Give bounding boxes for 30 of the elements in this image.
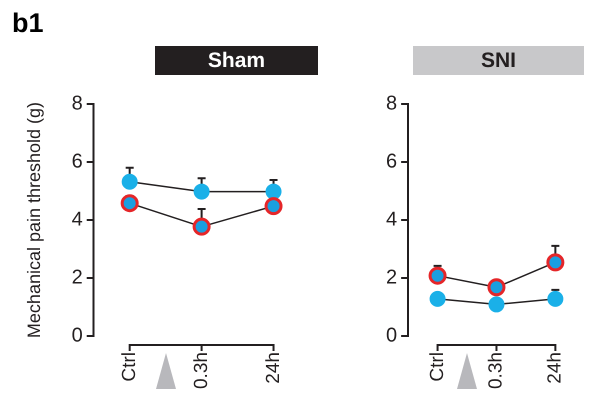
y-tick-label: 8 [386, 92, 398, 115]
y-tick-label: 0 [386, 324, 398, 347]
chart-title: SNI [413, 46, 584, 75]
y-tick-label: 4 [72, 208, 83, 231]
x-tick-label: 24h [544, 352, 566, 384]
y-tick-label: 4 [386, 208, 398, 231]
y-tick-label: 8 [72, 92, 83, 115]
point [192, 218, 211, 236]
point [120, 194, 139, 212]
point [122, 174, 138, 190]
x-tick-label: 0.3h [486, 352, 507, 390]
point [194, 184, 210, 200]
point [546, 253, 564, 272]
y-tick-label: 2 [72, 266, 83, 289]
text: b1 [12, 8, 44, 39]
point [430, 290, 446, 307]
y-tick-label: 6 [72, 150, 83, 173]
x-tick-label: Ctrl [426, 352, 448, 382]
y-tick-label: 2 [386, 266, 398, 289]
x-tick-label: 24h [262, 352, 284, 384]
x-tick-label: 0.3h [190, 352, 212, 390]
y-tick-label: 6 [386, 150, 398, 173]
point [488, 296, 504, 312]
y-tick-label: 0 [72, 324, 83, 347]
x-tick-label: Ctrl [118, 352, 140, 382]
chart-title: Sham [155, 46, 318, 75]
point [266, 184, 282, 200]
point [264, 197, 283, 216]
y-axis-title: Mechanical pain threshold (g) [24, 102, 44, 338]
point [487, 278, 506, 296]
